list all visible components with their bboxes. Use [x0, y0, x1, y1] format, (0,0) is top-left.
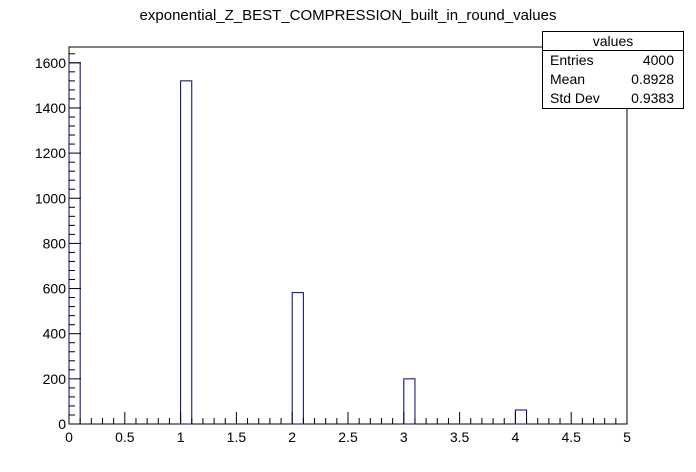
stats-row-std-dev: Std Dev 0.9383 [543, 89, 683, 108]
y-tick-label: 0 [58, 416, 66, 432]
y-tick-label: 800 [43, 235, 67, 251]
x-tick-label: 0.5 [115, 429, 135, 445]
histogram-bar [291, 292, 304, 425]
y-tick-label: 200 [43, 371, 67, 387]
x-tick-label: 4.5 [561, 429, 581, 445]
histogram-bar [514, 409, 528, 425]
y-tick-label: 1600 [35, 55, 66, 71]
stats-value: 0.8928 [631, 71, 674, 87]
histogram-bar [403, 378, 416, 425]
x-tick-label: 0 [65, 429, 73, 445]
x-tick-label: 5 [623, 429, 631, 445]
x-tick-label: 2.5 [338, 429, 358, 445]
y-axis: 0 200 400 600 800 1000 1200 1400 1600 [35, 53, 81, 432]
stats-label: Mean [550, 71, 586, 87]
x-tick-label: 1 [177, 429, 185, 445]
stats-row-entries: Entries 4000 [543, 51, 683, 70]
x-tick-label: 1.5 [227, 429, 247, 445]
y-tick-label: 1400 [35, 100, 66, 116]
histogram-bar [180, 80, 193, 425]
x-tick-label: 4 [512, 429, 520, 445]
stats-value: 4000 [642, 52, 674, 68]
chart-title: exponential_Z_BEST_COMPRESSION_built_in_… [139, 7, 557, 24]
stats-box: values Entries 4000 Mean 0.8928 Std Dev … [542, 31, 684, 109]
y-tick-label: 400 [43, 326, 67, 342]
histogram-bars [68, 62, 528, 425]
x-tick-label: 3.5 [450, 429, 470, 445]
stats-label: Std Dev [550, 90, 600, 106]
y-tick-label: 600 [43, 281, 67, 297]
x-axis: 0 0.5 1 1.5 2 2.5 3 3.5 4 4.5 5 [65, 412, 631, 445]
y-tick-label: 1000 [35, 190, 66, 206]
stats-row-mean: Mean 0.8928 [543, 70, 683, 89]
stats-box-title: values [543, 32, 683, 51]
y-tick-label: 1200 [35, 145, 66, 161]
x-tick-label: 2 [288, 429, 296, 445]
stats-label: Entries [550, 52, 594, 68]
x-tick-label: 3 [400, 429, 408, 445]
stats-value: 0.9383 [631, 90, 674, 106]
